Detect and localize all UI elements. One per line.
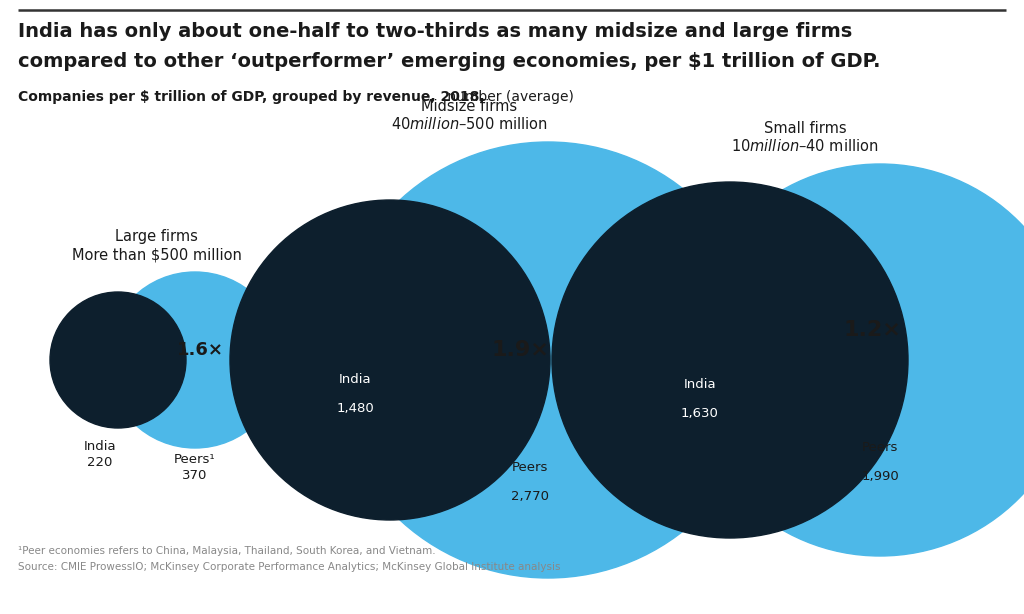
Text: Peers¹: Peers¹ — [174, 453, 216, 466]
Circle shape — [684, 164, 1024, 556]
Text: 1,990: 1,990 — [861, 470, 899, 483]
Text: Large firms: Large firms — [115, 229, 198, 244]
Text: 220: 220 — [87, 456, 113, 469]
Text: Small firms: Small firms — [764, 121, 846, 136]
Circle shape — [106, 272, 283, 448]
Text: More than $500 million: More than $500 million — [72, 247, 242, 262]
Text: Source: CMIE ProwessIO; McKinsey Corporate Performance Analytics; McKinsey Globa: Source: CMIE ProwessIO; McKinsey Corpora… — [18, 562, 560, 572]
Text: number (average): number (average) — [443, 90, 573, 104]
Text: Peers: Peers — [862, 441, 898, 454]
Text: 1.9×: 1.9× — [492, 340, 549, 360]
Text: Peers: Peers — [512, 461, 548, 474]
Circle shape — [552, 182, 908, 538]
Text: $10 million–$40 million: $10 million–$40 million — [731, 138, 879, 154]
Text: $40 million–$500 million: $40 million–$500 million — [390, 116, 548, 132]
Text: compared to other ‘outperformer’ emerging economies, per $1 trillion of GDP.: compared to other ‘outperformer’ emergin… — [18, 52, 881, 71]
Text: ¹Peer economies refers to China, Malaysia, Thailand, South Korea, and Vietnam.: ¹Peer economies refers to China, Malaysi… — [18, 546, 435, 556]
Circle shape — [50, 292, 186, 428]
Circle shape — [230, 200, 550, 520]
Circle shape — [330, 142, 766, 578]
Text: India: India — [684, 378, 717, 391]
Text: Midsize firms: Midsize firms — [421, 99, 517, 114]
Text: 1,630: 1,630 — [681, 407, 719, 420]
Text: 1,480: 1,480 — [336, 402, 374, 415]
Text: India: India — [339, 373, 372, 386]
Text: 1.2×: 1.2× — [843, 320, 901, 340]
Text: India has only about one-half to two-thirds as many midsize and large firms: India has only about one-half to two-thi… — [18, 22, 852, 41]
Text: 2,770: 2,770 — [511, 490, 549, 503]
Text: Companies per $ trillion of GDP, grouped by revenue, 2018,: Companies per $ trillion of GDP, grouped… — [18, 90, 484, 104]
Text: India: India — [84, 440, 117, 453]
Text: 1.6×: 1.6× — [176, 341, 223, 359]
Text: 370: 370 — [182, 469, 208, 482]
